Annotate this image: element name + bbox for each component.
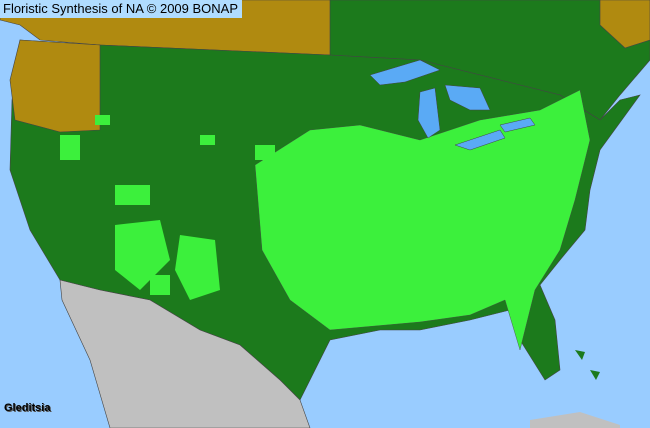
present-east-counties [254,89,591,351]
great-lakes [369,59,536,151]
canada-northeast-region [599,0,650,49]
taxon-label: Gleditsia [4,402,51,414]
cuba [530,412,620,428]
present-west-counties [60,115,275,300]
mexico-region [59,279,311,428]
pacific-northwest-region [9,39,101,133]
map-title: Floristic Synthesis of NA © 2009 BONAP [0,0,243,18]
bahamas [575,350,600,380]
